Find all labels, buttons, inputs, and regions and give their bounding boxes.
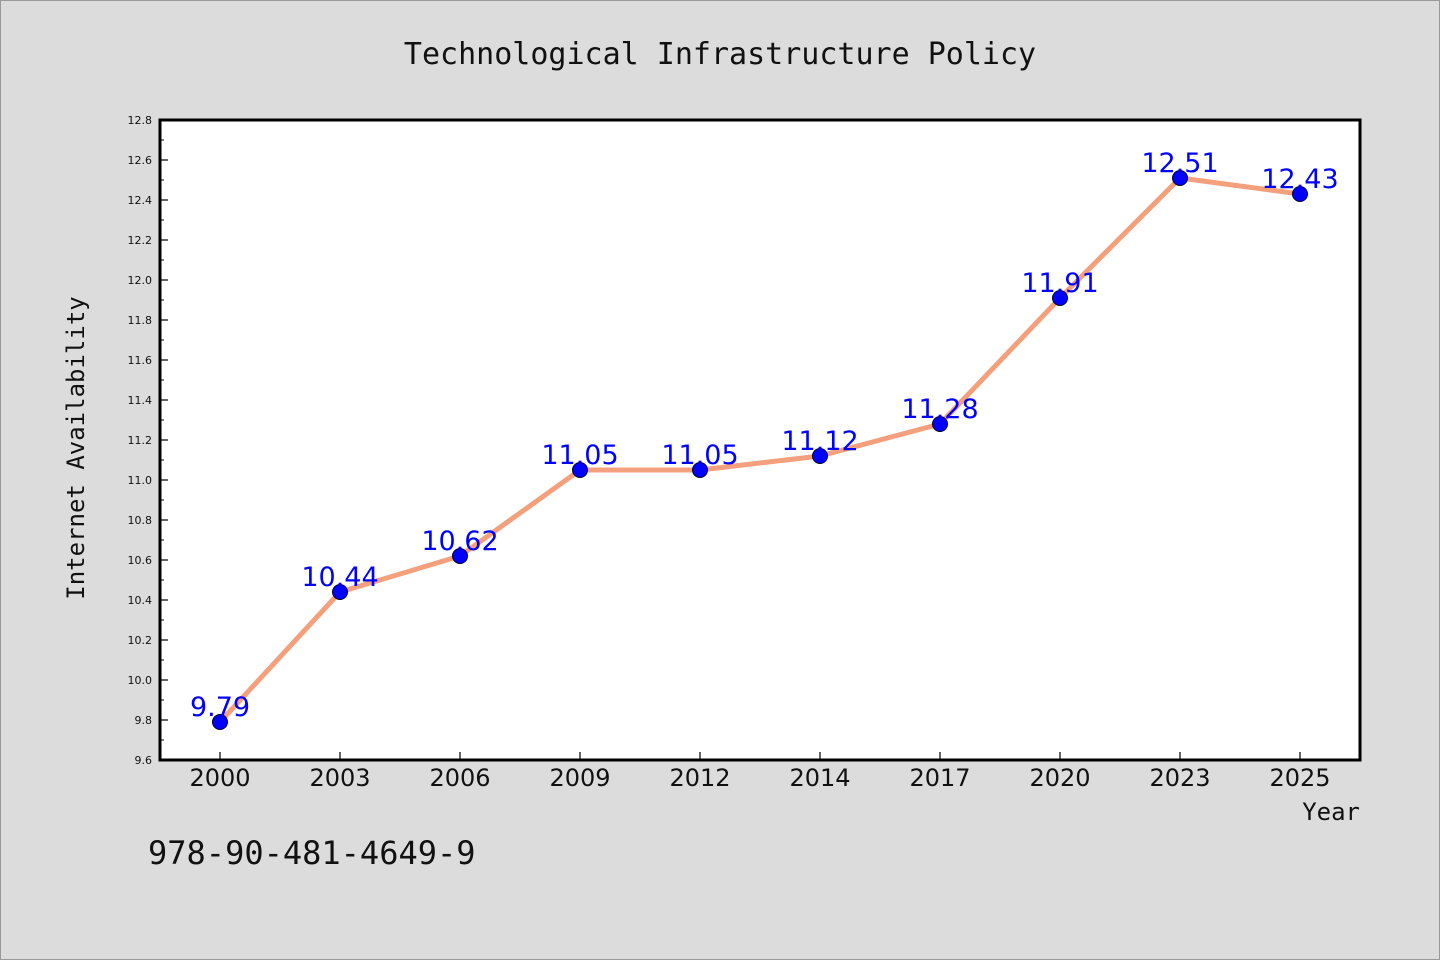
y-tick-label: 11.0 — [128, 474, 153, 487]
data-point — [932, 416, 948, 432]
y-tick-label: 9.8 — [135, 714, 153, 727]
data-label: 12.51 — [1141, 148, 1218, 179]
y-tick-label: 10.2 — [128, 634, 153, 647]
data-label: 10.44 — [301, 562, 378, 593]
data-label: 11.91 — [1021, 268, 1098, 299]
data-label: 12.43 — [1261, 164, 1338, 195]
y-tick-label: 12.4 — [128, 194, 153, 207]
x-axis: 2000 2003 2006 2009 2012 2014 2017 2020 2023 2025 — [189, 752, 1331, 792]
data-label: 11.12 — [781, 426, 858, 457]
y-tick-label: 12.0 — [128, 274, 153, 287]
x-tick-label: 2012 — [669, 764, 730, 792]
y-tick-label: 10.8 — [128, 514, 153, 527]
y-tick-label: 11.8 — [128, 314, 153, 327]
data-point — [212, 714, 228, 730]
y-tick-label: 11.4 — [128, 394, 153, 407]
data-label: 11.05 — [661, 440, 738, 471]
data-label: 11.28 — [901, 394, 978, 425]
y-tick-label: 10.6 — [128, 554, 153, 567]
series-markers — [212, 170, 1308, 730]
y-tick-label: 12.8 — [128, 114, 153, 127]
x-axis-label: Year — [1302, 798, 1360, 826]
data-point — [1172, 170, 1188, 186]
isbn-footer: 978-90-481-4649-9 — [148, 834, 476, 872]
chart-title: Technological Infrastructure Policy — [404, 37, 1036, 72]
y-tick-label: 10.0 — [128, 674, 153, 687]
data-point — [332, 584, 348, 600]
x-tick-label: 2020 — [1029, 764, 1090, 792]
x-tick-label: 2017 — [909, 764, 970, 792]
x-tick-label: 2023 — [1149, 764, 1210, 792]
y-axis-label: Internet Availability — [62, 296, 90, 599]
x-tick-label: 2003 — [309, 764, 370, 792]
y-tick-label: 10.4 — [128, 594, 153, 607]
data-point — [1292, 186, 1308, 202]
x-tick-label: 2014 — [789, 764, 850, 792]
series-line — [218, 175, 1301, 724]
data-point — [452, 548, 468, 564]
y-tick-label: 11.2 — [128, 434, 153, 447]
data-point — [1052, 290, 1068, 306]
y-tick-label: 12.6 — [128, 154, 153, 167]
plot-area — [158, 118, 1362, 762]
x-tick-label: 2009 — [549, 764, 610, 792]
y-tick-label: 9.6 — [135, 754, 153, 767]
x-tick-label: 2025 — [1269, 764, 1330, 792]
y-tick-label: 12.2 — [128, 234, 153, 247]
data-label: 11.05 — [541, 440, 618, 471]
data-point — [572, 462, 588, 478]
data-point — [812, 448, 828, 464]
data-point — [692, 462, 708, 478]
data-label: 10.62 — [421, 526, 498, 557]
y-axis: 9.6 9.8 10.0 10.2 10.4 10.6 10.8 11.0 11.2 11.4 11… — [128, 114, 168, 767]
x-tick-label: 2000 — [189, 764, 250, 792]
y-tick-label: 11.6 — [128, 354, 153, 367]
x-tick-label: 2006 — [429, 764, 490, 792]
data-labels: 9.79 10.44 10.62 11.05 11.05 11.12 11.28 11.91 1… — [190, 148, 1339, 723]
data-label: 9.79 — [190, 692, 250, 723]
